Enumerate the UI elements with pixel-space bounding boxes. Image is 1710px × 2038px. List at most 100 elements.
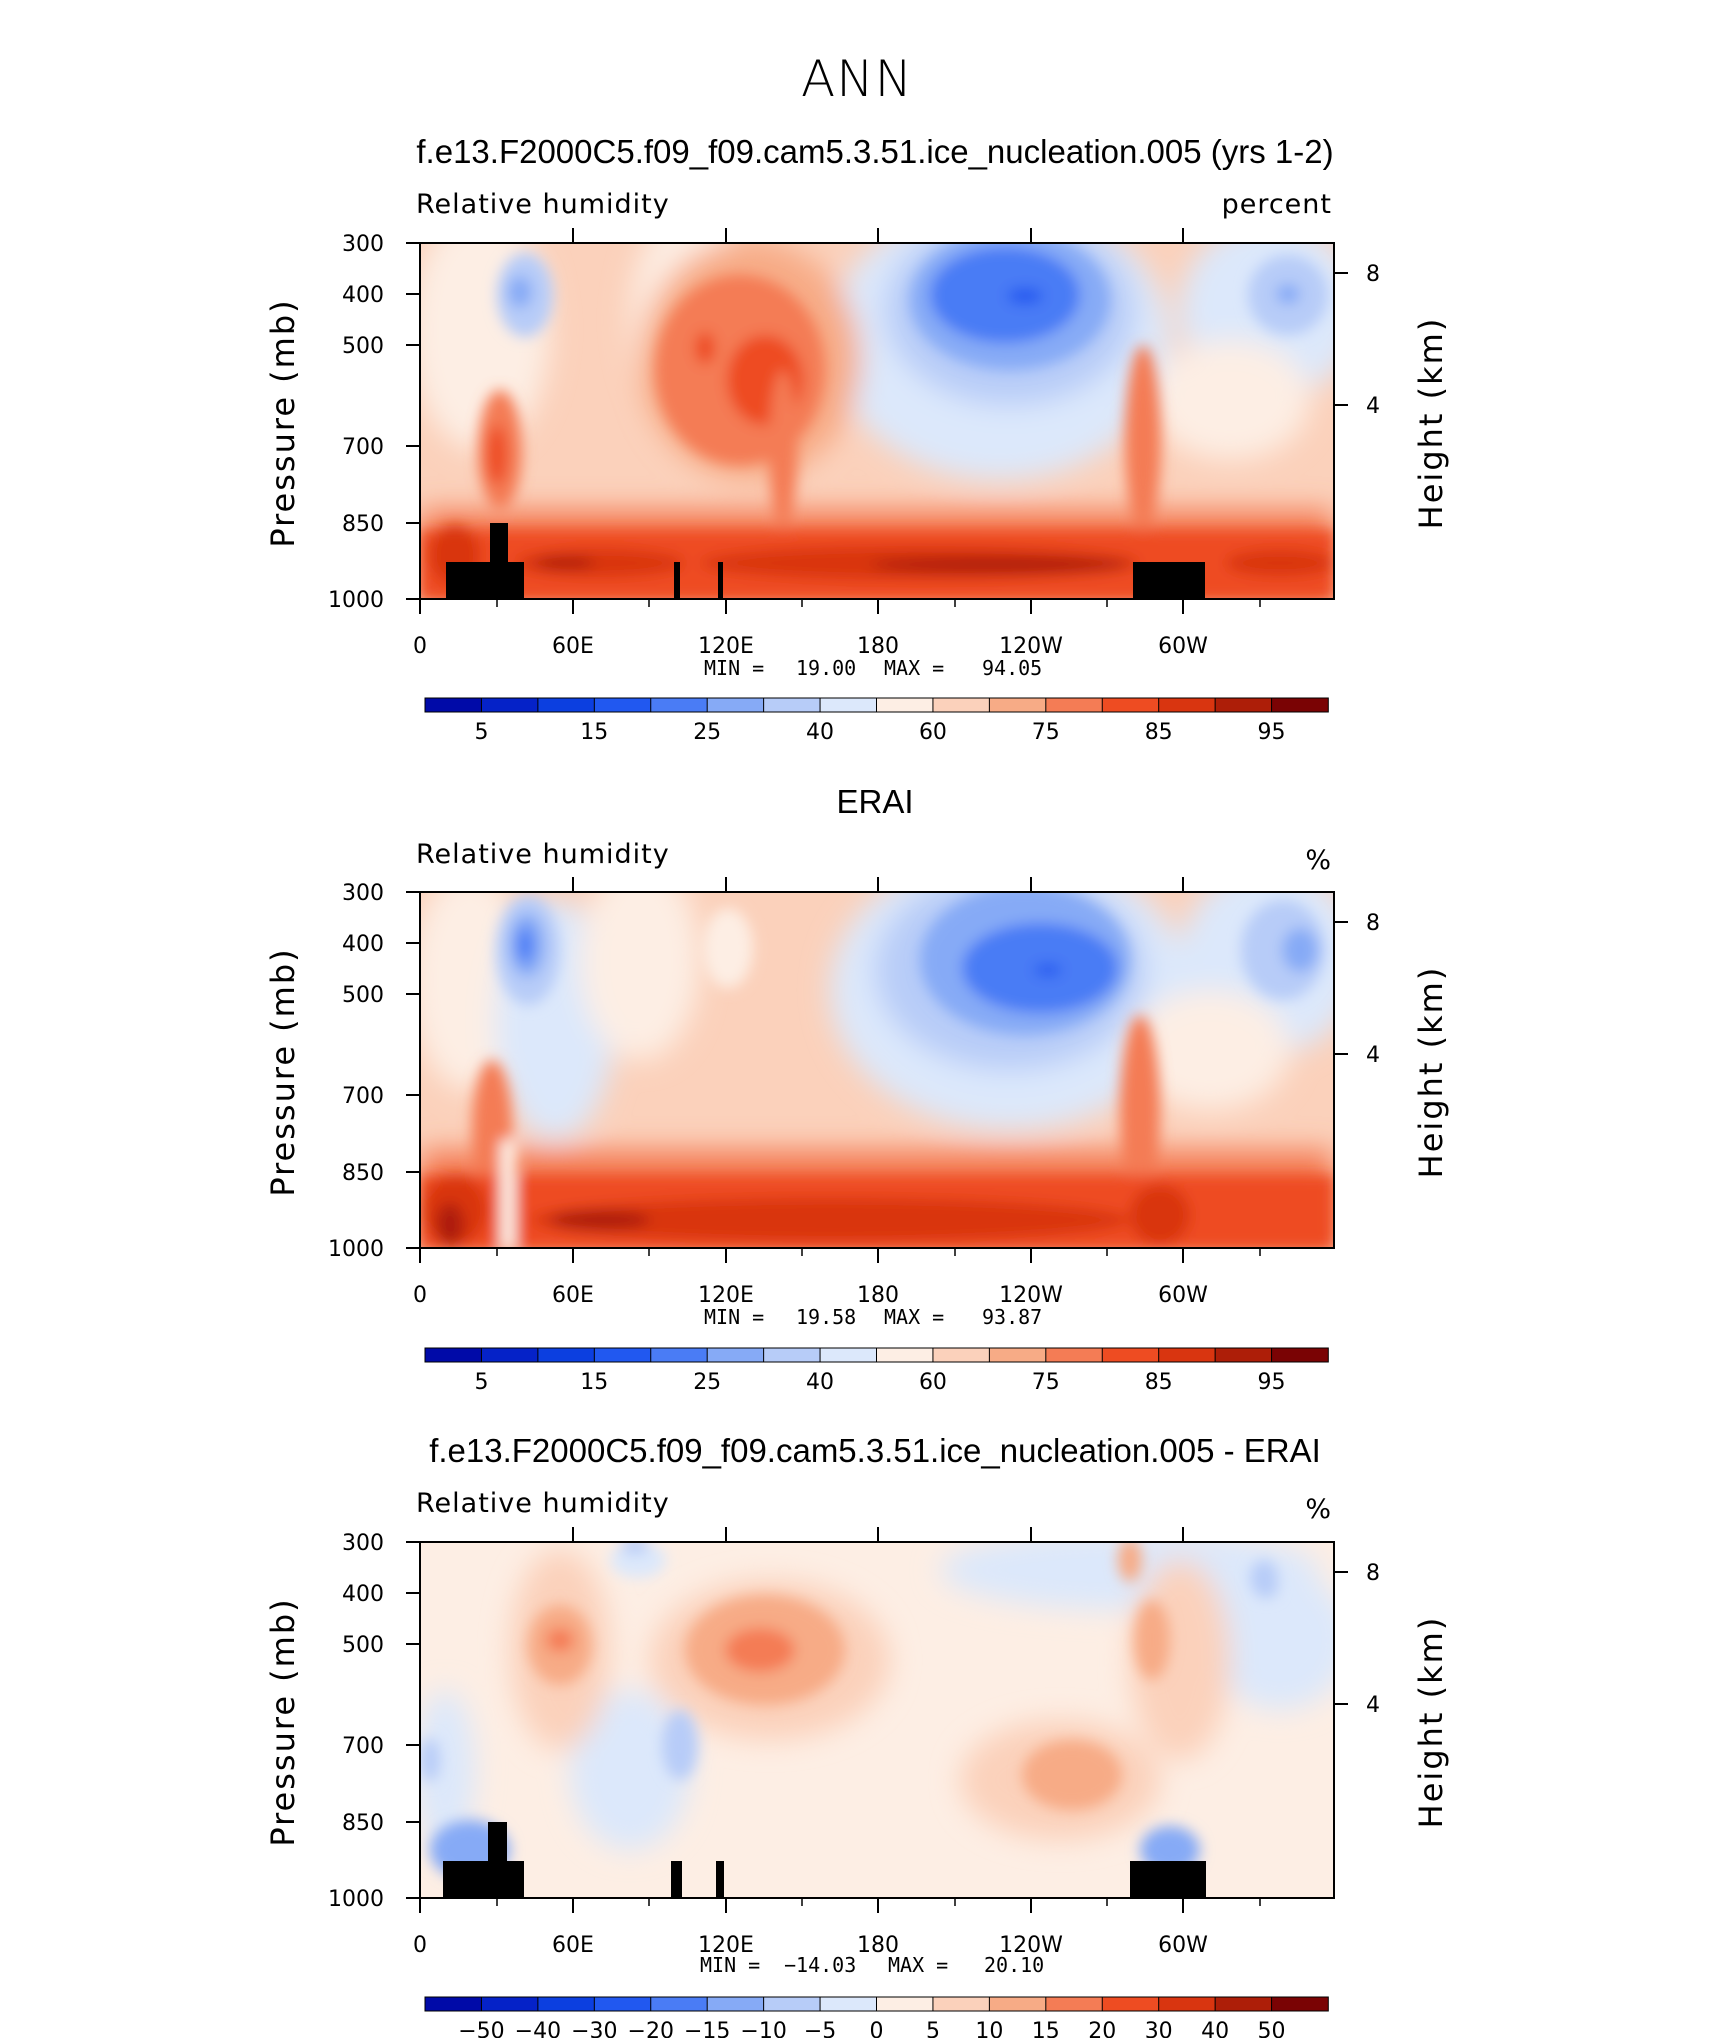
min-label: MIN = <box>704 1305 764 1329</box>
colorbar-swatch <box>1101 1996 1160 2012</box>
min-max-readout: MIN = −14.03 MAX = 20.10 <box>700 1953 1044 1977</box>
y-axis-left: 300 400 500 700 850 1000 Pressure (mb) <box>264 232 420 613</box>
terrain <box>446 562 524 599</box>
field-blobs-fine <box>420 892 1334 1248</box>
y-tick-label: 700 <box>342 1734 384 1759</box>
y-tick-label: 850 <box>342 512 384 537</box>
colorbar-swatch <box>650 697 708 713</box>
y-right-tick-label: 8 <box>1366 1561 1380 1586</box>
terrain <box>674 562 680 599</box>
min-max-readout: MIN = 19.58 MAX = 93.87 <box>704 1305 1042 1329</box>
colorbar-swatch <box>988 697 1047 713</box>
figure-title: ANN <box>801 50 913 108</box>
colorbar-tick-label: −20 <box>628 2019 674 2038</box>
colorbar-tick-label: −5 <box>804 2019 836 2038</box>
min-max-readout: MIN = 19.00 MAX = 94.05 <box>704 656 1042 680</box>
x-tick-label: 180 <box>857 1933 899 1958</box>
colorbar-swatch <box>593 1347 652 1363</box>
max-value: 93.87 <box>982 1305 1042 1329</box>
y-tick-label: 400 <box>342 932 384 957</box>
x-tick-label: 180 <box>857 1283 899 1308</box>
colorbar-tick-label: 60 <box>919 720 947 745</box>
x-tick-label: 120E <box>698 1283 754 1308</box>
colorbar-tick-label: 15 <box>580 1370 608 1395</box>
region <box>1276 284 1300 304</box>
terrain <box>718 562 723 599</box>
colorbar-tick-label: 60 <box>919 1370 947 1395</box>
colorbar-tick-label: 85 <box>1145 720 1173 745</box>
region <box>530 1198 1130 1242</box>
colorbar-swatch <box>424 1347 483 1363</box>
y-right-axis-label: Height (km) <box>1412 966 1450 1179</box>
colorbar-swatch <box>1214 697 1273 713</box>
region <box>420 1738 440 1782</box>
colorbar-swatch <box>1101 1347 1160 1363</box>
y-axis-label: Pressure (mb) <box>264 947 302 1196</box>
x-tick-label: 60W <box>1158 1283 1208 1308</box>
colorbar-swatch <box>1214 1996 1273 2012</box>
colorbar-swatch <box>537 1996 596 2012</box>
terrain <box>1133 562 1205 599</box>
x-tick-label: 0 <box>413 1283 427 1308</box>
colorbar-tick-label: −40 <box>515 2019 561 2038</box>
colorbar-swatch <box>1271 697 1329 713</box>
region <box>725 1628 795 1672</box>
region <box>769 370 797 530</box>
x-tick-label: 60E <box>552 1933 594 1958</box>
y-tick-label: 300 <box>342 881 384 906</box>
colorbar-tick-label: 95 <box>1258 1370 1286 1395</box>
region <box>930 247 1080 343</box>
y-tick-label: 1000 <box>328 1237 384 1262</box>
colorbar-tick-label: −30 <box>571 2019 617 2038</box>
y-tick-label: 1000 <box>328 1887 384 1912</box>
region <box>870 557 1130 573</box>
colorbar-tick-label: −50 <box>458 2019 504 2038</box>
x-axis: 0 60E 120E 180 120W 60W <box>413 228 1261 659</box>
min-value: 19.58 <box>796 1305 856 1329</box>
colorbar-swatch <box>988 1996 1047 2012</box>
y-tick-label: 400 <box>342 283 384 308</box>
x-tick-label: 120W <box>999 1283 1063 1308</box>
panel-title: f.e13.F2000C5.f09_f09.cam5.3.51.ice_nucl… <box>416 133 1333 170</box>
region <box>610 1542 666 1578</box>
x-tick-label: 60E <box>552 1283 594 1308</box>
terrain <box>443 1861 524 1898</box>
terrain <box>488 1822 507 1898</box>
colorbar-swatch <box>593 697 652 713</box>
region <box>580 892 700 1060</box>
y-tick-label: 850 <box>342 1811 384 1836</box>
y-right-axis-label: Height (km) <box>1412 317 1450 530</box>
y-axis-label: Pressure (mb) <box>264 298 302 547</box>
colorbar-swatch <box>706 1347 765 1363</box>
region <box>1120 1015 1160 1205</box>
y-tick-label: 700 <box>342 435 384 460</box>
x-tick-label: 0 <box>413 634 427 659</box>
field-blobs-fine <box>420 243 1334 599</box>
x-tick-label: 60W <box>1158 1933 1208 1958</box>
region <box>487 425 507 485</box>
variable-label: Relative humidity <box>416 1488 670 1519</box>
max-label: MAX = <box>884 656 944 680</box>
max-label: MAX = <box>884 1305 944 1329</box>
region <box>621 1542 649 1554</box>
y-axis-right: 8 4 Height (km) <box>1334 1561 1450 1828</box>
region <box>420 1690 475 1850</box>
y-right-tick-label: 8 <box>1366 262 1380 287</box>
region <box>703 908 753 988</box>
colorbar-swatch <box>1045 1347 1104 1363</box>
field-blobs-fine <box>420 1542 1278 1880</box>
colorbar-tick-label: 40 <box>806 720 834 745</box>
colorbar-swatch <box>424 1996 483 2012</box>
min-value: 19.00 <box>796 656 856 680</box>
colorbar-swatch <box>480 1347 539 1363</box>
region <box>550 1210 650 1230</box>
y-axis-left: 300 400 500 700 850 1000 Pressure (mb) <box>264 881 420 1262</box>
colorbar-swatch <box>876 697 934 713</box>
colorbar-swatch <box>1271 1996 1329 2012</box>
region <box>546 1628 574 1652</box>
colorbar-tick-label: 15 <box>580 720 608 745</box>
x-tick-label: 60W <box>1158 634 1208 659</box>
region <box>1007 288 1043 304</box>
colorbar-swatch <box>1158 1996 1216 2012</box>
terrain <box>490 523 508 599</box>
